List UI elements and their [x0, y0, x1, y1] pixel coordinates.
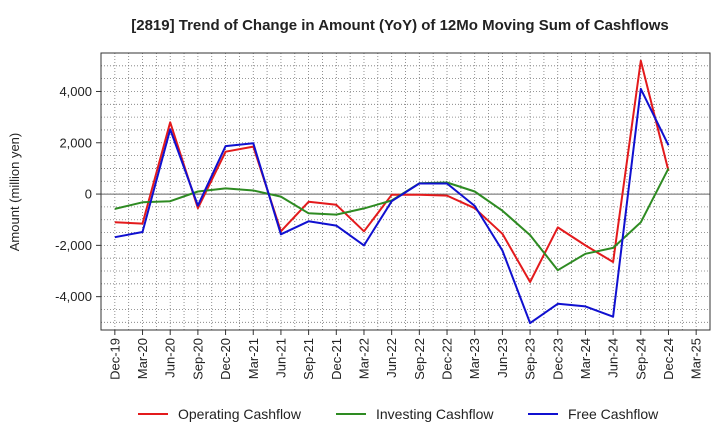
x-tick-label: Dec-21 [329, 338, 344, 380]
y-tick-label: -2,000 [55, 238, 92, 253]
x-tick-label: Dec-24 [661, 338, 676, 380]
y-tick-label: -4,000 [55, 289, 92, 304]
x-tick-label: Mar-25 [689, 338, 704, 379]
x-tick-label: Mar-22 [356, 338, 371, 379]
x-tick-label: Sep-23 [523, 338, 538, 380]
x-tick-label: Mar-21 [246, 338, 261, 379]
series-line-operating-cashflow [114, 59, 670, 283]
plot-frame [100, 52, 711, 331]
x-tick-label: Sep-20 [190, 338, 205, 380]
x-tick-label: Mar-23 [467, 338, 482, 379]
x-tick-label: Sep-24 [633, 338, 648, 380]
y-tick-label: 4,000 [59, 84, 92, 99]
x-tick-label: Dec-22 [440, 338, 455, 380]
legend-label: Free Cashflow [568, 406, 659, 422]
x-tick-label: Sep-22 [412, 338, 427, 380]
x-tick-label: Mar-24 [578, 338, 593, 379]
x-tick-label: Dec-20 [218, 338, 233, 380]
x-tick-label: Dec-23 [550, 338, 565, 380]
legend-label: Investing Cashflow [376, 406, 494, 422]
series-line-free-cashflow [114, 87, 670, 325]
x-tick-label: Jun-22 [384, 338, 399, 378]
x-tick-label: Sep-21 [301, 338, 316, 380]
legend-label: Operating Cashflow [178, 406, 302, 422]
y-axis-label: Amount (million yen) [7, 133, 22, 252]
legend: Operating Cashflow Investing Cashflow Free… [138, 406, 659, 422]
plot-area: -4,000 -2,000 0 2,000 4,000 Dec-19 Mar-20 Jun-2… [55, 52, 711, 380]
x-tick-label: Mar-20 [135, 338, 150, 379]
y-tick-label: 0 [85, 187, 92, 202]
x-tick-label: Jun-20 [163, 338, 178, 378]
x-tick-label: Jun-24 [606, 338, 621, 378]
x-tick-label: Jun-21 [273, 338, 288, 378]
x-tick-label: Jun-23 [495, 338, 510, 378]
chart-title: [2819] Trend of Change in Amount (YoY) o… [131, 17, 669, 34]
x-tick-label: Dec-19 [107, 338, 122, 380]
y-tick-label: 2,000 [59, 135, 92, 150]
